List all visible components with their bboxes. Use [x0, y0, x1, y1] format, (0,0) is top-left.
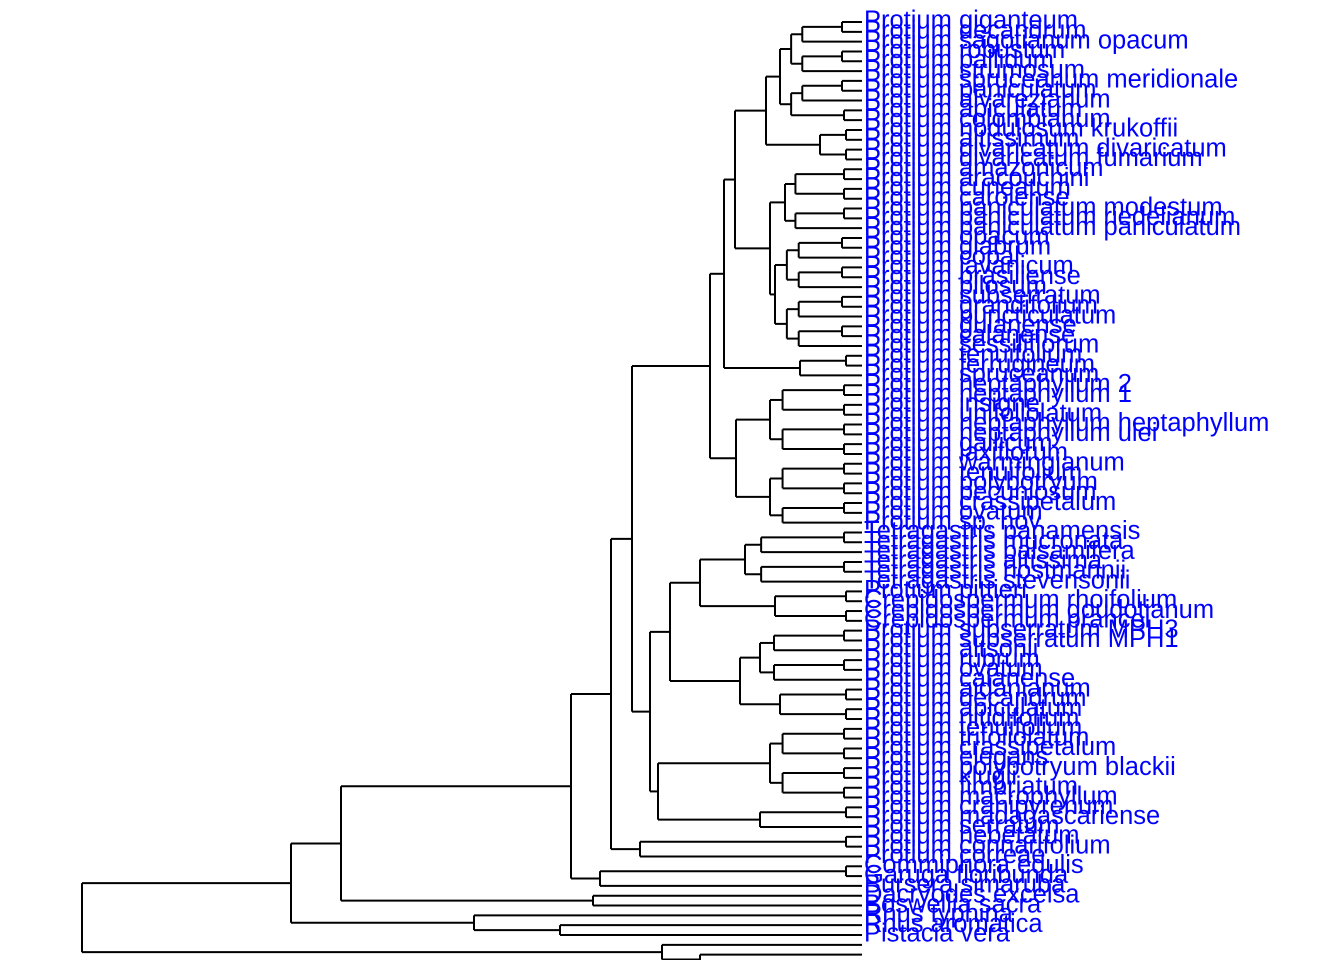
tip-label: Protium warmingianum [864, 449, 1125, 477]
tip-label: Protium madagascariense [864, 802, 1160, 830]
tip-label: Protium sagotianum opacum [864, 26, 1189, 54]
tip-label: Boswellia sacra [864, 890, 1042, 918]
tip-label: Protium glabrum [864, 233, 1051, 261]
tip-label: Protium nitidifolium [864, 704, 1079, 732]
tip-label: Protium serratum [864, 812, 1060, 840]
tip-label: Tetragastris panamensis [864, 517, 1140, 545]
tip-label: Protium paniculatum paniculatum [864, 213, 1241, 241]
tip-label: Protium apiculatum [864, 95, 1082, 123]
tip-label: Protium cuneatum [864, 174, 1071, 202]
tip-label: Protium unifoliolatum [864, 399, 1102, 427]
tip-label: Pistacia vera [864, 920, 1011, 948]
tip-label: Protium sessiliflorum [864, 331, 1099, 359]
tip-label: Protium puncticulatum [864, 301, 1116, 329]
tip-label: Protium altsonii [864, 635, 1038, 663]
tip-label: Protium cranipyrenum [864, 792, 1113, 820]
tip-label: Protium ovatum [864, 498, 1043, 526]
tip-label: Protium alvarezianum [864, 85, 1111, 113]
tip-label: Protium pilosum [864, 272, 1047, 300]
tip-label: Rhus typhina [864, 900, 1014, 928]
tip-label: Protium macrophyllum [864, 782, 1118, 810]
tip-label: Protium heptaphyllum heptaphyllum [864, 409, 1269, 437]
tip-label: Protium correae [864, 841, 1045, 869]
tip-label: Protium sp. nov. [864, 507, 1046, 535]
tip-label: Commiphora edulis [864, 851, 1084, 879]
tip-label: Tetragastris balsamifera [864, 537, 1136, 565]
tip-label: Protium spruceanum meridionale [864, 66, 1238, 94]
tip-label: Protium fimbriatum [864, 772, 1078, 800]
tip-label: Protium trifoliolatum [864, 723, 1089, 751]
tip-label: Protium amazonicum [864, 154, 1104, 182]
tip-label: Protium giganteum [864, 7, 1078, 35]
tip-label: Protium pecuniosum [864, 478, 1096, 506]
tip-label: Protium apiculatum [864, 694, 1082, 722]
tip-label: Protium ovatum [864, 655, 1043, 683]
tip-label: Protium paniculatum [864, 75, 1096, 103]
tip-label: Protium crassipetalum [864, 488, 1116, 516]
tip-label: Protium colombianum [864, 105, 1111, 133]
tip-label: Tetragastris hostmannii [864, 556, 1126, 584]
tip-label: Protium spruceanum [864, 360, 1099, 388]
tip-label: Crepidospermum rhoifolium [864, 586, 1177, 614]
tip-label: Crepidospermum goudotianum [864, 596, 1214, 624]
tip-label: Protium paniculatum modestum [864, 193, 1223, 221]
tip-label: Crepidospermum prancei [864, 606, 1150, 634]
tip-label: Protium hebetatum [864, 822, 1079, 850]
tip-label: Rhus aromatica [864, 910, 1043, 938]
tip-label: Protium pittieri [864, 576, 1027, 604]
tip-label: Protium tenuifolium [864, 458, 1082, 486]
tip-label: Protium nodulosum krukoffii [864, 115, 1178, 143]
tip-label: Protium heptaphyllum 1 [864, 380, 1132, 408]
tip-label: Protium grandifolium [864, 291, 1098, 319]
tip-label: Protium subserratum MPH1 [864, 625, 1179, 653]
tip-label: Dacryodes excelsa [864, 880, 1080, 908]
tip-label: Protium opacum [864, 223, 1050, 251]
tip-label: Garuga floribunda [864, 861, 1069, 889]
tip-label: Protium klugii [864, 763, 1017, 791]
tip-label: Protium carolense [864, 183, 1070, 211]
tip-label: Protium brasiliense [864, 262, 1081, 290]
tip-label: Protium connarifolium [864, 831, 1111, 859]
tip-label: Tetragastris mucronata [864, 527, 1124, 555]
tip-label: Tetragastris stevensonii [864, 566, 1130, 594]
tip-label: Bursera simaruba [864, 871, 1066, 899]
tip-label: Protium heptaphyllum 2 [864, 370, 1132, 398]
tip-label: Protium aracouchini [864, 164, 1089, 192]
tip-label: Protium divaricatum divaricatum [864, 134, 1227, 162]
tip-label: Protium ferrugineum [864, 350, 1095, 378]
tip-label: Protium copal [864, 242, 1020, 270]
tip-label: Protium aidanianum [864, 674, 1091, 702]
tip-label: Protium guianense [864, 311, 1077, 339]
dendrogram-branches [81, 21, 862, 960]
tip-label: Protium elegans [864, 743, 1048, 771]
tip-label: Protium polybotryum blackii [864, 753, 1176, 781]
tip-label: Protium calanense [864, 321, 1075, 349]
tip-label: Protium decandrum [864, 17, 1087, 45]
tip-label: Protium calanense [864, 664, 1075, 692]
tip-label: Protium insigne [864, 390, 1040, 418]
tip-label: Protium laxiflorum [864, 439, 1068, 467]
tip-label: Tetragastris altissima [864, 547, 1103, 575]
tip-label: Protium altissimum [864, 125, 1079, 153]
tip-label: Protium robustum [864, 36, 1065, 64]
tip-label: Protium gallicum [864, 429, 1052, 457]
tip-label: Protium strumosum [864, 56, 1085, 84]
tip-label: Protium divaricatum fumarium [864, 144, 1203, 172]
tip-label: Protium heptaphyllum ulei [864, 419, 1157, 447]
tip-label: Protium javanicum [864, 252, 1074, 280]
tip-label: Protium polybotryum [864, 468, 1098, 496]
tip-label: Protium subserratum MPH3 [864, 615, 1179, 643]
tip-label: Protium decandrum [864, 684, 1087, 712]
tip-label: Protium crassipetalum [864, 733, 1116, 761]
tip-label: Protium tenuifolium [864, 341, 1082, 369]
tip-label: Protium pallidum [864, 46, 1054, 74]
tip-label: Protium subserratum [864, 282, 1101, 310]
tip-label: Protium rubrum [864, 645, 1040, 673]
tip-label: Protium tenuifolium [864, 714, 1082, 742]
tip-label: Protium paniculatum riedelianum [864, 203, 1235, 231]
